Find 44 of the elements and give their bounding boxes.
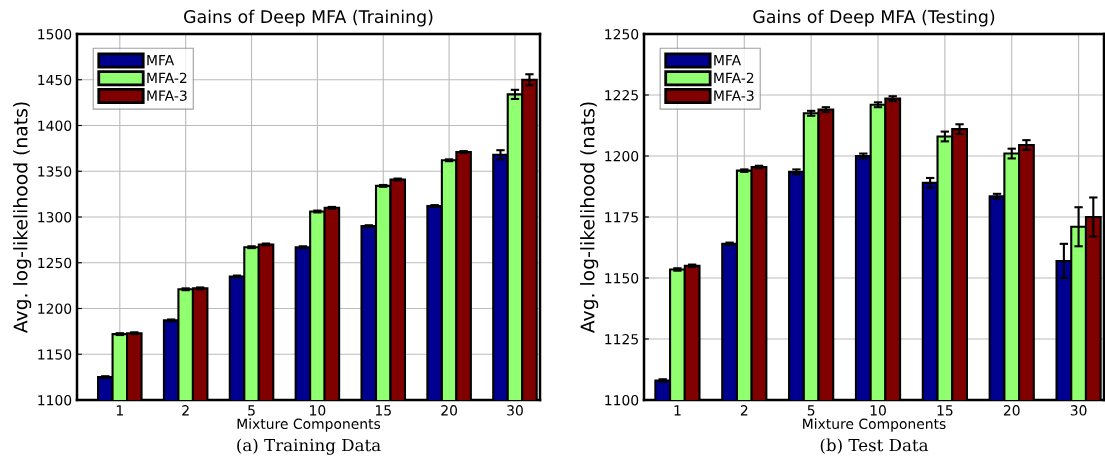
x-tick-label: 10	[870, 405, 886, 416]
y-tick-label: 1500	[38, 28, 72, 40]
chart-title: Gains of Deep MFA (Testing)	[753, 9, 995, 27]
legend-label: MFA-3	[147, 90, 187, 101]
legend-label: MFA	[714, 55, 742, 66]
y-tick-label: 1100	[38, 394, 72, 406]
y-tick-label: 1200	[38, 303, 72, 314]
y-tick-label: 1175	[605, 212, 638, 223]
y-tick-label: 1100	[605, 394, 639, 406]
x-tick-label: 5	[248, 405, 255, 416]
x-tick-label: 10	[310, 405, 326, 416]
x-axis-title: Mixture Components	[803, 418, 946, 432]
x-tick-label: 5	[807, 405, 815, 416]
x-tick-label: 1	[674, 405, 681, 416]
y-tick-label: 1250	[605, 28, 639, 40]
x-axis-title: Mixture Components	[237, 418, 381, 432]
y-tick-label: 1400	[38, 120, 72, 131]
y-tick-label: 1250	[38, 257, 72, 269]
y-tick-label: 1450	[38, 74, 72, 86]
legend-label: MFA-3	[714, 90, 754, 101]
y-tick-label: 1200	[605, 150, 639, 162]
x-tick-label: 2	[182, 405, 189, 416]
text: (a) Training Data	[237, 438, 381, 455]
legend-label: MFA-2	[147, 72, 187, 83]
y-axis-title: Avg. log-likelihood (nats)	[580, 102, 599, 334]
x-tick-label: 20	[1003, 405, 1020, 416]
x-tick-label: 1	[116, 405, 123, 416]
chart-title: Gains of Deep MFA (Training)	[184, 9, 433, 27]
x-tick-label: 2	[740, 405, 748, 416]
y-tick-label: 1300	[38, 211, 72, 223]
legend-label: MFA	[147, 55, 175, 66]
text: (b) Test Data	[820, 438, 929, 454]
x-tick-label: 15	[937, 405, 953, 416]
x-tick-label: 30	[507, 405, 523, 416]
y-tick-label: 1150	[605, 272, 639, 284]
legend-label: MFA-2	[714, 72, 754, 83]
y-tick-label: 1150	[38, 349, 72, 360]
x-tick-label: 30	[1070, 405, 1087, 416]
x-tick-label: 15	[375, 405, 391, 416]
y-tick-label: 1225	[605, 89, 638, 101]
y-tick-label: 1350	[38, 166, 72, 177]
y-axis-title: Avg. log-likelihood (nats)	[13, 102, 32, 334]
x-tick-label: 20	[441, 405, 458, 416]
y-tick-label: 1125	[605, 333, 638, 345]
